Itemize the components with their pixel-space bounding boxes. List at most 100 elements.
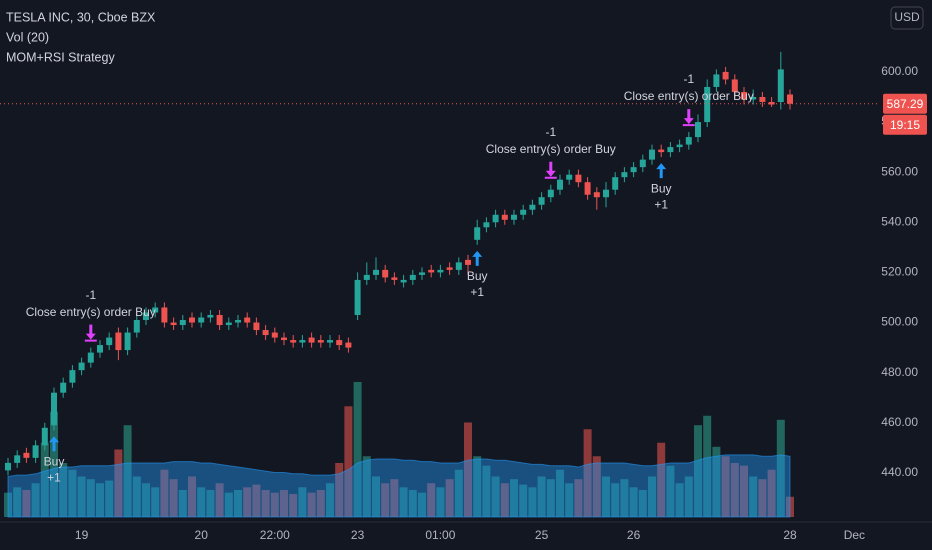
- candle-body: [179, 320, 186, 326]
- volume-bar: [270, 492, 279, 517]
- currency-label[interactable]: USD: [894, 10, 920, 24]
- candle-body: [649, 149, 655, 160]
- candle-body: [308, 337, 315, 343]
- volume-bar: [178, 490, 187, 517]
- volume-bar: [399, 487, 408, 517]
- candle-body: [354, 279, 361, 316]
- y-tick-label: 540.00: [881, 214, 918, 228]
- candle-body: [501, 214, 508, 220]
- candle-body: [189, 317, 195, 323]
- volume-bar: [243, 487, 252, 517]
- candle-body: [207, 315, 214, 318]
- candle-body: [161, 307, 168, 323]
- volume-bar: [565, 483, 574, 517]
- volume-bar: [13, 487, 22, 517]
- trade-label: Close entry(s) order Buy: [624, 89, 754, 103]
- exit-arrow: [682, 109, 695, 127]
- candle-body: [759, 96, 766, 102]
- chart-title: TESLA INC, 30, Cboe BZX: [6, 10, 156, 24]
- exit-arrow: [544, 161, 557, 179]
- candle-body: [593, 192, 600, 198]
- volume-bar: [96, 483, 104, 517]
- last-price-label: 587.29: [887, 97, 924, 111]
- candle-body: [630, 167, 637, 173]
- volume-bar: [684, 476, 693, 517]
- volume-bar: [289, 494, 298, 517]
- volume-pane: [4, 382, 794, 518]
- candle-body: [731, 79, 738, 92]
- candle-body: [713, 74, 720, 87]
- candle-body: [271, 332, 278, 338]
- volume-bar: [500, 483, 509, 517]
- x-tick-label: 28: [783, 528, 797, 542]
- x-tick-label: 19: [75, 528, 89, 542]
- volume-bar: [31, 483, 40, 517]
- candle-body: [382, 269, 389, 278]
- volume-bar: [473, 456, 482, 517]
- candle-body: [198, 317, 205, 323]
- trade-qty: +1: [47, 470, 61, 484]
- volume-bar: [482, 465, 491, 517]
- volume-bar: [602, 476, 610, 517]
- volume-bar: [326, 483, 334, 517]
- x-tick-label: 01:00: [425, 528, 455, 542]
- buy-arrow: [472, 250, 483, 266]
- indicator-name: MOM+RSI Strategy: [6, 50, 115, 64]
- volume-bar: [59, 463, 68, 517]
- candle-body: [474, 227, 481, 240]
- volume-bar: [50, 411, 58, 517]
- volume-bar: [22, 490, 31, 517]
- volume-bar: [77, 476, 86, 517]
- volume-bar: [224, 492, 233, 517]
- volume-bar: [105, 480, 114, 517]
- candle-body: [639, 159, 646, 168]
- trade-qty: -1: [85, 288, 96, 302]
- volume-bar: [142, 483, 150, 517]
- candle-body: [437, 269, 444, 273]
- candle-body: [23, 452, 30, 458]
- volume-bar: [638, 490, 647, 517]
- volume-bar: [344, 406, 353, 517]
- volume-bar: [445, 479, 454, 517]
- trade-label: Buy: [44, 454, 65, 468]
- x-tick-label: Dec: [844, 528, 865, 542]
- volume-bar: [703, 415, 712, 517]
- volume-bar: [427, 483, 436, 517]
- candle-body: [336, 340, 343, 346]
- last-price-box: [883, 93, 927, 114]
- volume-bar: [666, 465, 675, 517]
- volume-bar: [86, 479, 95, 517]
- volume-bar: [528, 487, 537, 517]
- countdown-label: 19:15: [890, 118, 920, 132]
- trade-qty: +1: [654, 197, 668, 211]
- candle-body: [465, 259, 471, 265]
- candle-body: [741, 91, 747, 100]
- volume-bar: [197, 487, 206, 517]
- candle-body: [777, 69, 784, 102]
- volume-bar: [151, 487, 160, 517]
- candle-body: [32, 445, 39, 458]
- volume-bar: [657, 442, 666, 517]
- volume-bar: [68, 469, 77, 517]
- volume-ma-area: [7, 454, 791, 518]
- candle-body: [363, 274, 370, 280]
- candle-body: [483, 222, 490, 228]
- candle-body: [235, 320, 241, 323]
- trade-qty: -1: [545, 125, 556, 139]
- candle-body: [566, 174, 573, 180]
- buy-arrow: [49, 436, 59, 452]
- candle-body: [281, 337, 287, 341]
- candle-body: [106, 337, 113, 346]
- y-tick-label: 480.00: [881, 365, 918, 379]
- candle-body: [621, 172, 628, 178]
- currency-button[interactable]: [890, 6, 924, 30]
- candle-body: [547, 189, 554, 198]
- volume-bar: [620, 479, 629, 517]
- candle-body: [704, 86, 711, 123]
- y-tick-label: 460.00: [881, 415, 918, 429]
- volume-bar: [519, 484, 528, 517]
- trade-label: Close entry(s) order Buy: [486, 142, 616, 156]
- volume-bar: [537, 476, 546, 517]
- candle-body: [225, 322, 232, 326]
